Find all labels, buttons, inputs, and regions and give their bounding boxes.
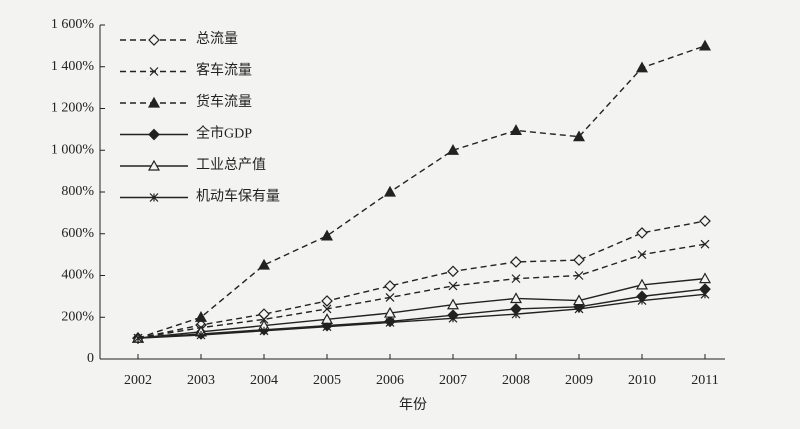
series-line	[137, 288, 706, 339]
marker	[196, 330, 206, 340]
series-line	[137, 220, 706, 339]
marker	[383, 185, 397, 197]
marker	[383, 306, 397, 318]
marker	[700, 239, 710, 249]
legend-label: 工业总产值	[196, 157, 266, 173]
x-tick-label: 2005	[313, 373, 341, 388]
marker	[133, 333, 143, 343]
y-tick-label: 400%	[61, 268, 94, 283]
y-tick-label: 600%	[61, 226, 94, 241]
marker	[572, 130, 586, 142]
marker	[574, 271, 584, 280]
marker	[698, 39, 712, 51]
marker	[699, 215, 711, 227]
series-line	[137, 243, 706, 339]
series-line	[137, 277, 706, 339]
x-tick-label: 2007	[439, 373, 467, 388]
y-tick-label: 1 600%	[51, 17, 95, 32]
marker	[573, 254, 585, 266]
y-tick-label: 1 000%	[51, 142, 95, 157]
x-axis-label: 年份	[399, 397, 427, 413]
legend-marker	[147, 96, 161, 108]
x-tick-label: 2010	[628, 373, 656, 388]
marker	[574, 304, 584, 314]
marker	[637, 250, 647, 260]
marker	[511, 274, 521, 284]
legend-marker	[148, 34, 160, 46]
marker	[509, 292, 523, 304]
marker	[446, 298, 460, 310]
y-tick-label: 0	[87, 351, 94, 366]
legend-label: 货车流量	[196, 93, 252, 110]
legend-marker	[147, 159, 161, 171]
marker	[448, 313, 458, 323]
marker	[322, 322, 332, 332]
marker	[637, 296, 647, 305]
marker	[700, 289, 710, 299]
marker	[258, 308, 270, 320]
y-tick-label: 200%	[61, 309, 94, 324]
legend-label: 机动车保有量	[196, 188, 280, 205]
y-tick-label: 800%	[61, 184, 94, 199]
x-tick-label: 2004	[250, 373, 278, 388]
x-tick-label: 2009	[565, 373, 593, 388]
y-tick-label: 1 400%	[51, 59, 95, 74]
legend-label: 全市GDP	[196, 125, 252, 142]
marker	[257, 258, 271, 270]
legend-label: 总流量	[196, 31, 238, 47]
marker	[384, 280, 396, 292]
marker	[321, 295, 333, 307]
marker	[385, 318, 395, 327]
marker	[448, 281, 458, 291]
marker	[698, 272, 712, 284]
x-tick-label: 2002	[124, 373, 152, 388]
marker	[447, 265, 459, 278]
x-tick-label: 2006	[376, 373, 404, 388]
series-line	[137, 293, 706, 339]
marker	[259, 326, 269, 336]
x-tick-label: 2011	[691, 373, 718, 388]
marker	[635, 278, 649, 290]
marker	[320, 229, 334, 241]
marker	[385, 292, 395, 302]
marker	[322, 304, 332, 314]
marker	[194, 311, 208, 322]
x-tick-label: 2003	[187, 373, 215, 388]
marker	[572, 294, 586, 306]
marker	[510, 256, 522, 268]
legend-marker	[149, 67, 159, 76]
marker	[635, 61, 649, 73]
legend-marker	[148, 128, 160, 141]
x-tick-label: 2008	[502, 373, 530, 388]
marker	[509, 124, 523, 136]
series-line	[137, 45, 706, 339]
marker	[511, 309, 521, 319]
marker	[636, 227, 648, 239]
marker	[446, 144, 460, 155]
marker	[259, 314, 269, 324]
y-tick-label: 1 200%	[51, 101, 95, 116]
legend-label: 客车流量	[196, 62, 252, 79]
legend-marker	[149, 193, 159, 202]
